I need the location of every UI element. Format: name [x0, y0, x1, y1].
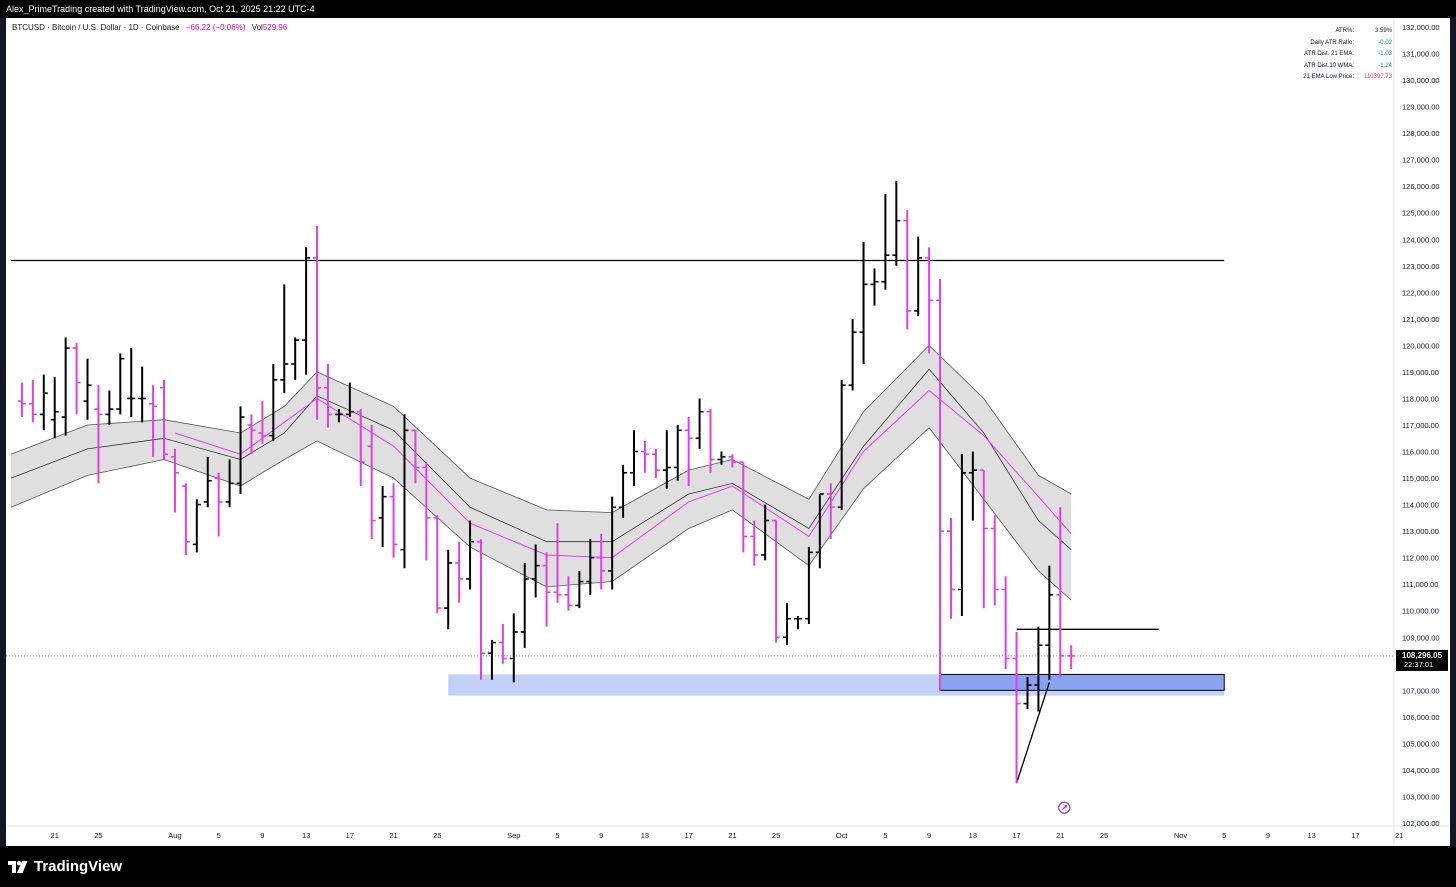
price-tick-label: 115,000.00: [1402, 474, 1439, 483]
time-tick-label: 9: [1266, 831, 1270, 840]
time-tick-label: Sep: [507, 831, 520, 840]
time-tick-label: 17: [346, 831, 354, 840]
stats-label: Daily ATR Ratio:: [1310, 39, 1354, 46]
time-tick-label: 13: [1307, 831, 1315, 840]
current-price-tag: [1396, 649, 1448, 671]
stats-value: 3.59%: [1374, 28, 1392, 34]
price-tick-label: 131,000.00: [1402, 50, 1440, 59]
stats-label: 21 EMA Low Price:: [1303, 74, 1354, 80]
time-tick-label: Aug: [168, 831, 181, 840]
time-tick-label: 5: [217, 831, 221, 840]
time-tick-label: 5: [883, 831, 887, 840]
price-chart[interactable]: 132,000.00 131,000.00 130,000.00 129,000.00…: [6, 18, 1450, 846]
price-tick-label: 109,000.00: [1402, 633, 1440, 642]
price-tick-label: 103,000.00: [1402, 792, 1440, 801]
price-tick-label: 123,000.00: [1402, 262, 1440, 271]
time-tick-label: 13: [641, 831, 649, 840]
stats-row-daily-atr-ratio: Daily ATR Ratio: -0.02: [1282, 38, 1392, 50]
stats-row-atr-dist-wma: ATR Dist.10 WMA: -1.24: [1282, 61, 1392, 73]
stats-label: ATR Dist. 21 EMA:: [1304, 51, 1354, 57]
stats-value: -1.24: [1378, 62, 1392, 69]
support-zone-1[interactable]: [939, 673, 1225, 691]
time-tick-label: 17: [1012, 831, 1020, 840]
price-change: −66.22 (−0.06%): [185, 23, 246, 32]
price-tick-label: 107,000.00: [1402, 686, 1440, 695]
price-tick-label: 110,000.00: [1402, 607, 1439, 616]
price-tick-label: 128,000.00: [1402, 129, 1440, 138]
time-tick-label: 25: [772, 831, 780, 840]
time-tick-label: 21: [1056, 831, 1064, 840]
time-tick-label: 21: [1395, 831, 1403, 840]
tradingview-logo-icon: [8, 860, 28, 873]
symbol-title: BTCUSD · Bitcoin / U.S. Dollar · 1D · Co…: [12, 23, 180, 32]
time-tick-label: 21: [728, 831, 736, 840]
current-price-label: 108,296.05: [1402, 651, 1443, 660]
time-tick-label: Nov: [1174, 831, 1188, 840]
bar-countdown-label: 22:37:01: [1404, 660, 1433, 669]
time-tick-label: 21: [51, 831, 59, 840]
stats-row-ema-low-price: 21 EMA Low Price: 110397.73: [1282, 72, 1392, 84]
chart-area[interactable]: 132,000.00 131,000.00 130,000.00 129,000.00…: [6, 18, 1450, 846]
price-tick-label: 118,000.00: [1402, 394, 1439, 403]
time-tick-label: Oct: [836, 831, 849, 840]
trendline-0[interactable]: [1015, 682, 1050, 784]
time-tick-label: 17: [684, 831, 692, 840]
symbol-legend[interactable]: BTCUSD · Bitcoin / U.S. Dollar · 1D · Co…: [12, 23, 287, 32]
time-tick-label: 9: [260, 831, 264, 840]
time-tick-label: 21: [389, 831, 397, 840]
stats-label: ATR Dist.10 WMA:: [1304, 62, 1354, 69]
price-tick-label: 114,000.00: [1402, 501, 1439, 510]
time-tick-label: 5: [555, 831, 559, 840]
price-tick-label: 127,000.00: [1402, 156, 1440, 165]
time-tick-label: 17: [1351, 831, 1359, 840]
stats-value: -1.03: [1378, 51, 1392, 57]
volume-value: 529.96: [262, 23, 288, 32]
event-marker-glyph: [1061, 805, 1067, 811]
band-middle-line: [10, 368, 1072, 550]
price-tick-label: 120,000.00: [1402, 341, 1440, 350]
time-tick-label: 9: [927, 831, 931, 840]
stats-value: -0.02: [1378, 39, 1392, 46]
price-tick-label: 111,000.00: [1402, 580, 1438, 589]
price-tick-label: 119,000.00: [1402, 368, 1439, 377]
created-by-bar: Alex_PrimeTrading created with TradingVi…: [0, 0, 1456, 18]
time-tick-label: 25: [94, 831, 102, 840]
time-tick-label: 9: [599, 831, 603, 840]
atr-stats-table: ATR%: 3.59% Daily ATR Ratio: -0.02 ATR D…: [1282, 26, 1392, 84]
price-tick-label: 121,000.00: [1402, 315, 1440, 324]
price-tick-label: 124,000.00: [1402, 235, 1440, 244]
stats-label: ATR%:: [1335, 28, 1354, 34]
band-fill: [11, 345, 1072, 601]
price-tick-label: 129,000.00: [1402, 103, 1440, 112]
price-tick-label: 116,000.00: [1402, 448, 1439, 457]
price-tick-label: 130,000.00: [1402, 76, 1440, 85]
time-tick-label: 13: [302, 831, 310, 840]
stats-row-atr-pct: ATR%: 3.59%: [1282, 26, 1392, 38]
tradingview-wordmark: TradingView: [34, 858, 123, 875]
price-tick-label: 125,000.00: [1402, 209, 1440, 218]
price-tick-label: 113,000.00: [1402, 527, 1439, 536]
price-tick-label: 126,000.00: [1402, 182, 1440, 191]
band-upper-line: [10, 344, 1072, 514]
price-tick-label: 106,000.00: [1402, 713, 1440, 722]
branding-bar: TradingView: [0, 846, 1456, 887]
price-tick-label: 122,000.00: [1402, 288, 1440, 297]
price-tick-label: 102,000.00: [1402, 819, 1440, 828]
stats-row-atr-dist-ema: ATR Dist. 21 EMA: -1.03: [1282, 49, 1392, 61]
tradingview-logo[interactable]: TradingView: [8, 858, 122, 875]
price-tick-label: 112,000.00: [1402, 554, 1439, 563]
time-tick-label: 5: [1222, 831, 1226, 840]
volume-label: Vol: [251, 23, 263, 32]
stats-value: 110397.73: [1364, 74, 1392, 80]
price-tick-label: 132,000.00: [1402, 23, 1440, 32]
price-tick-label: 104,000.00: [1402, 766, 1440, 775]
price-tick-label: 117,000.00: [1402, 421, 1439, 430]
price-tick-label: 105,000.00: [1402, 739, 1440, 748]
time-tick-label: 25: [1100, 831, 1108, 840]
time-tick-label: 25: [433, 831, 441, 840]
time-tick-label: 13: [969, 831, 977, 840]
created-by-text: Alex_PrimeTrading created with TradingVi…: [6, 4, 315, 14]
